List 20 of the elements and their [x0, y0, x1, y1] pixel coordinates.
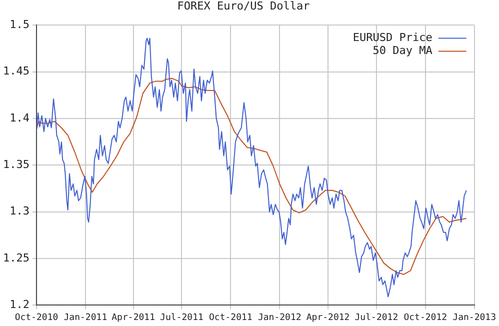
legend-label: EURUSD Price [352, 31, 432, 44]
x-tick-label: Apr-2011 [112, 312, 155, 323]
y-tick-label: 1.3 [10, 204, 30, 218]
x-tick-label: Oct-2011 [208, 312, 252, 323]
legend-label: 50 Day MA [372, 44, 433, 58]
x-tick-label: Jul-2011 [160, 312, 204, 323]
y-tick-label: 1.35 [2, 158, 30, 172]
x-tick-label: Jan-2011 [64, 312, 108, 323]
x-tick-label: Jan-2012 [258, 312, 302, 323]
x-tick-label: Oct-2012 [404, 312, 448, 323]
y-tick-label: 1.2 [10, 298, 30, 312]
x-tick-label: Jan-2013 [452, 312, 496, 323]
y-tick-label: 1.5 [10, 18, 30, 32]
y-tick-label: 1.4 [10, 111, 30, 124]
x-tick-label: Jul-2012 [354, 312, 398, 323]
y-tick-label: 1.25 [2, 251, 30, 264]
y-tick-label: 1.45 [2, 64, 30, 78]
chart-title: FOREX Euro/US Dollar [177, 0, 310, 12]
x-tick-label: Oct-2010 [14, 312, 58, 323]
x-tick-label: Apr-2012 [306, 312, 350, 323]
